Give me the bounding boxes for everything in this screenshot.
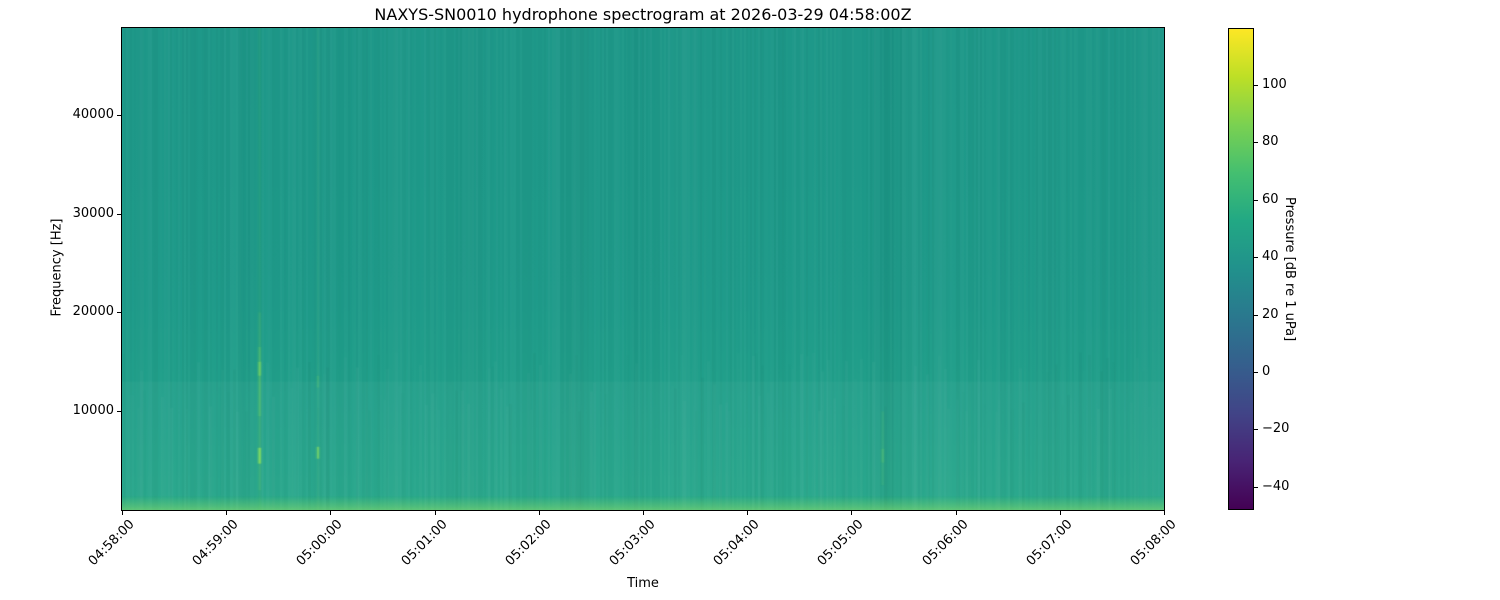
- x-tick-mark: [539, 511, 540, 515]
- colorbar-tick-label: 20: [1262, 307, 1279, 322]
- colorbar-tick-label: −40: [1262, 479, 1290, 494]
- x-tick-label: 05:06:00: [919, 517, 972, 569]
- colorbar-tick-label: 80: [1262, 134, 1279, 149]
- x-tick-label: 05:08:00: [1127, 517, 1180, 569]
- y-tick-mark: [117, 115, 121, 116]
- colorbar-tick-label: 40: [1262, 249, 1279, 264]
- y-tick-mark: [117, 411, 121, 412]
- colorbar-tick-label: 0: [1262, 364, 1271, 379]
- x-tick-mark: [435, 511, 436, 515]
- colorbar-tick-label: −20: [1262, 421, 1290, 436]
- colorbar-tick-mark: [1254, 257, 1258, 258]
- x-tick-label: 05:00:00: [293, 517, 346, 569]
- colorbar-tick-label: 60: [1262, 192, 1279, 207]
- chart-title: NAXYS-SN0010 hydrophone spectrogram at 2…: [374, 5, 912, 24]
- x-tick-mark: [1060, 511, 1061, 515]
- x-tick-mark: [956, 511, 957, 515]
- y-tick-mark: [117, 214, 121, 215]
- colorbar-tick-mark: [1254, 200, 1258, 201]
- x-tick-mark: [122, 511, 123, 515]
- colorbar-label: Pressure [dB re 1 uPa]: [1282, 196, 1297, 342]
- plot-area: [121, 27, 1165, 511]
- y-tick-label: 30000: [72, 206, 114, 221]
- x-tick-label: 04:59:00: [189, 517, 242, 569]
- x-tick-mark: [643, 511, 644, 515]
- x-tick-mark: [226, 511, 227, 515]
- colorbar-tick-mark: [1254, 372, 1258, 373]
- colorbar-tick-mark: [1254, 429, 1258, 430]
- y-tick-label: 40000: [72, 107, 114, 122]
- y-tick-mark: [117, 312, 121, 313]
- colorbar-tick-mark: [1254, 315, 1258, 316]
- x-tick-label: 05:04:00: [710, 517, 763, 569]
- x-tick-mark: [851, 511, 852, 515]
- colorbar-tick-mark: [1254, 142, 1258, 143]
- x-tick-label: 05:05:00: [814, 517, 867, 569]
- colorbar-tick-mark: [1254, 487, 1258, 488]
- colorbar: [1228, 28, 1254, 510]
- x-tick-label: 05:01:00: [398, 517, 451, 569]
- x-tick-mark: [747, 511, 748, 515]
- x-tick-label: 05:07:00: [1023, 517, 1076, 569]
- x-tick-mark: [1164, 511, 1165, 515]
- colorbar-tick-label: 100: [1262, 77, 1287, 92]
- x-tick-mark: [330, 511, 331, 515]
- y-tick-label: 20000: [72, 304, 114, 319]
- x-tick-label: 05:02:00: [502, 517, 555, 569]
- spectrogram-image: [122, 28, 1164, 510]
- y-tick-label: 10000: [72, 403, 114, 418]
- x-axis-label: Time: [627, 576, 659, 591]
- colorbar-tick-mark: [1254, 85, 1258, 86]
- x-tick-label: 05:03:00: [606, 517, 659, 569]
- x-tick-label: 04:58:00: [85, 517, 138, 569]
